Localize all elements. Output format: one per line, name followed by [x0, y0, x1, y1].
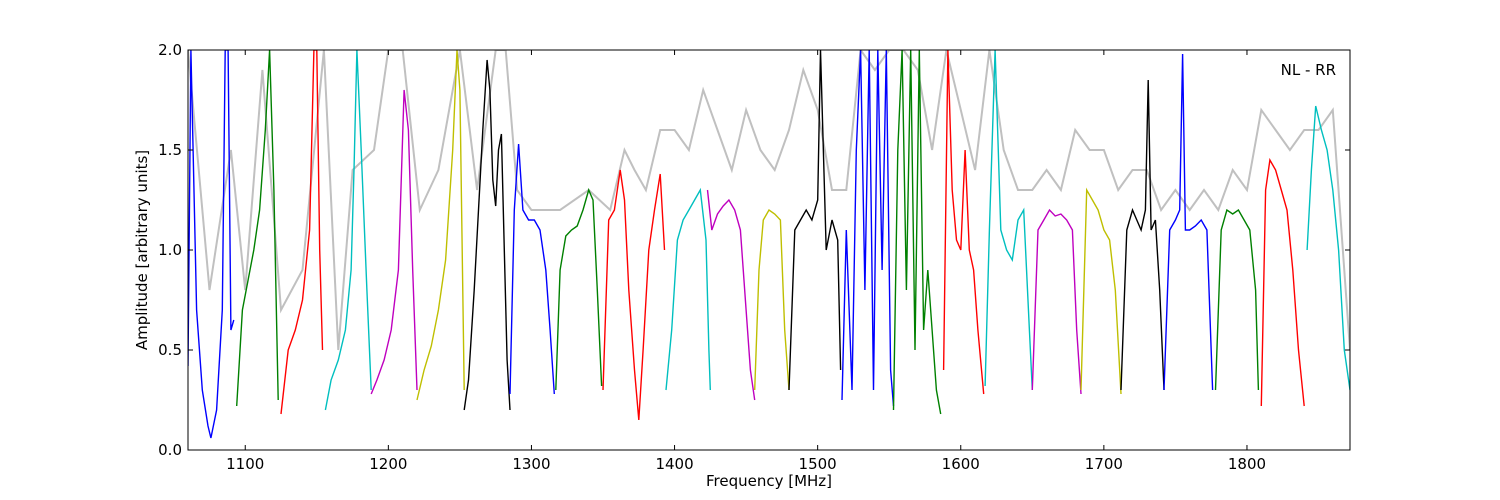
series-line-11	[706, 189, 756, 401]
series-line-12	[754, 208, 790, 391]
y-tick-label: 2.0	[158, 41, 182, 59]
x-axis-label: Frequency [MHz]	[706, 472, 832, 490]
x-tick-label: 1500	[799, 455, 837, 473]
series-line-18	[1031, 208, 1082, 395]
x-tick-label: 1800	[1228, 455, 1266, 473]
y-tick-label: 1.0	[158, 241, 182, 259]
series-line-5	[416, 50, 465, 401]
series-line-7	[509, 143, 555, 395]
series-line-1	[236, 50, 279, 407]
x-tick-label: 1400	[655, 455, 693, 473]
series-line-3	[324, 50, 372, 411]
plot-frame	[187, 49, 1351, 451]
series-line-16	[942, 50, 985, 395]
series-line-6	[463, 59, 511, 411]
series-line-4	[370, 89, 418, 395]
background-envelope	[188, 50, 1350, 351]
x-axis: 1100 1200 1300 1400 1500 1600 1700 1800	[226, 50, 1266, 473]
series-layer	[188, 50, 1350, 439]
series-line-15	[892, 50, 942, 415]
series-line-20	[1120, 79, 1165, 391]
y-axis: 0.0 0.5 1.0 1.5 2.0	[158, 41, 1350, 459]
series-line-19	[1080, 187, 1122, 395]
series-line-23	[1260, 157, 1305, 407]
series-line-24	[1306, 105, 1350, 391]
y-tick-label: 0.5	[158, 341, 182, 359]
series-line-14	[841, 50, 895, 407]
series-line-0	[188, 50, 235, 439]
y-tick-label: 1.5	[158, 141, 182, 159]
series-line-8	[555, 187, 603, 391]
x-tick-label: 1300	[512, 455, 550, 473]
series-line-10	[665, 187, 711, 391]
x-tick-label: 1100	[226, 455, 264, 473]
series-line-2	[280, 50, 324, 415]
x-tick-label: 1600	[942, 455, 980, 473]
series-line-9	[602, 169, 666, 421]
y-axis-label: Amplitude [arbitrary units]	[133, 150, 151, 350]
x-tick-label: 1700	[1085, 455, 1123, 473]
series-line-21	[1163, 53, 1214, 391]
plot-annotation: NL - RR	[1281, 61, 1336, 79]
series-line-17	[984, 50, 1033, 391]
plot-area	[188, 50, 1350, 439]
series-line-13	[788, 50, 842, 391]
y-tick-label: 0.0	[158, 441, 182, 459]
x-tick-label: 1200	[369, 455, 407, 473]
series-line-22	[1214, 208, 1260, 391]
